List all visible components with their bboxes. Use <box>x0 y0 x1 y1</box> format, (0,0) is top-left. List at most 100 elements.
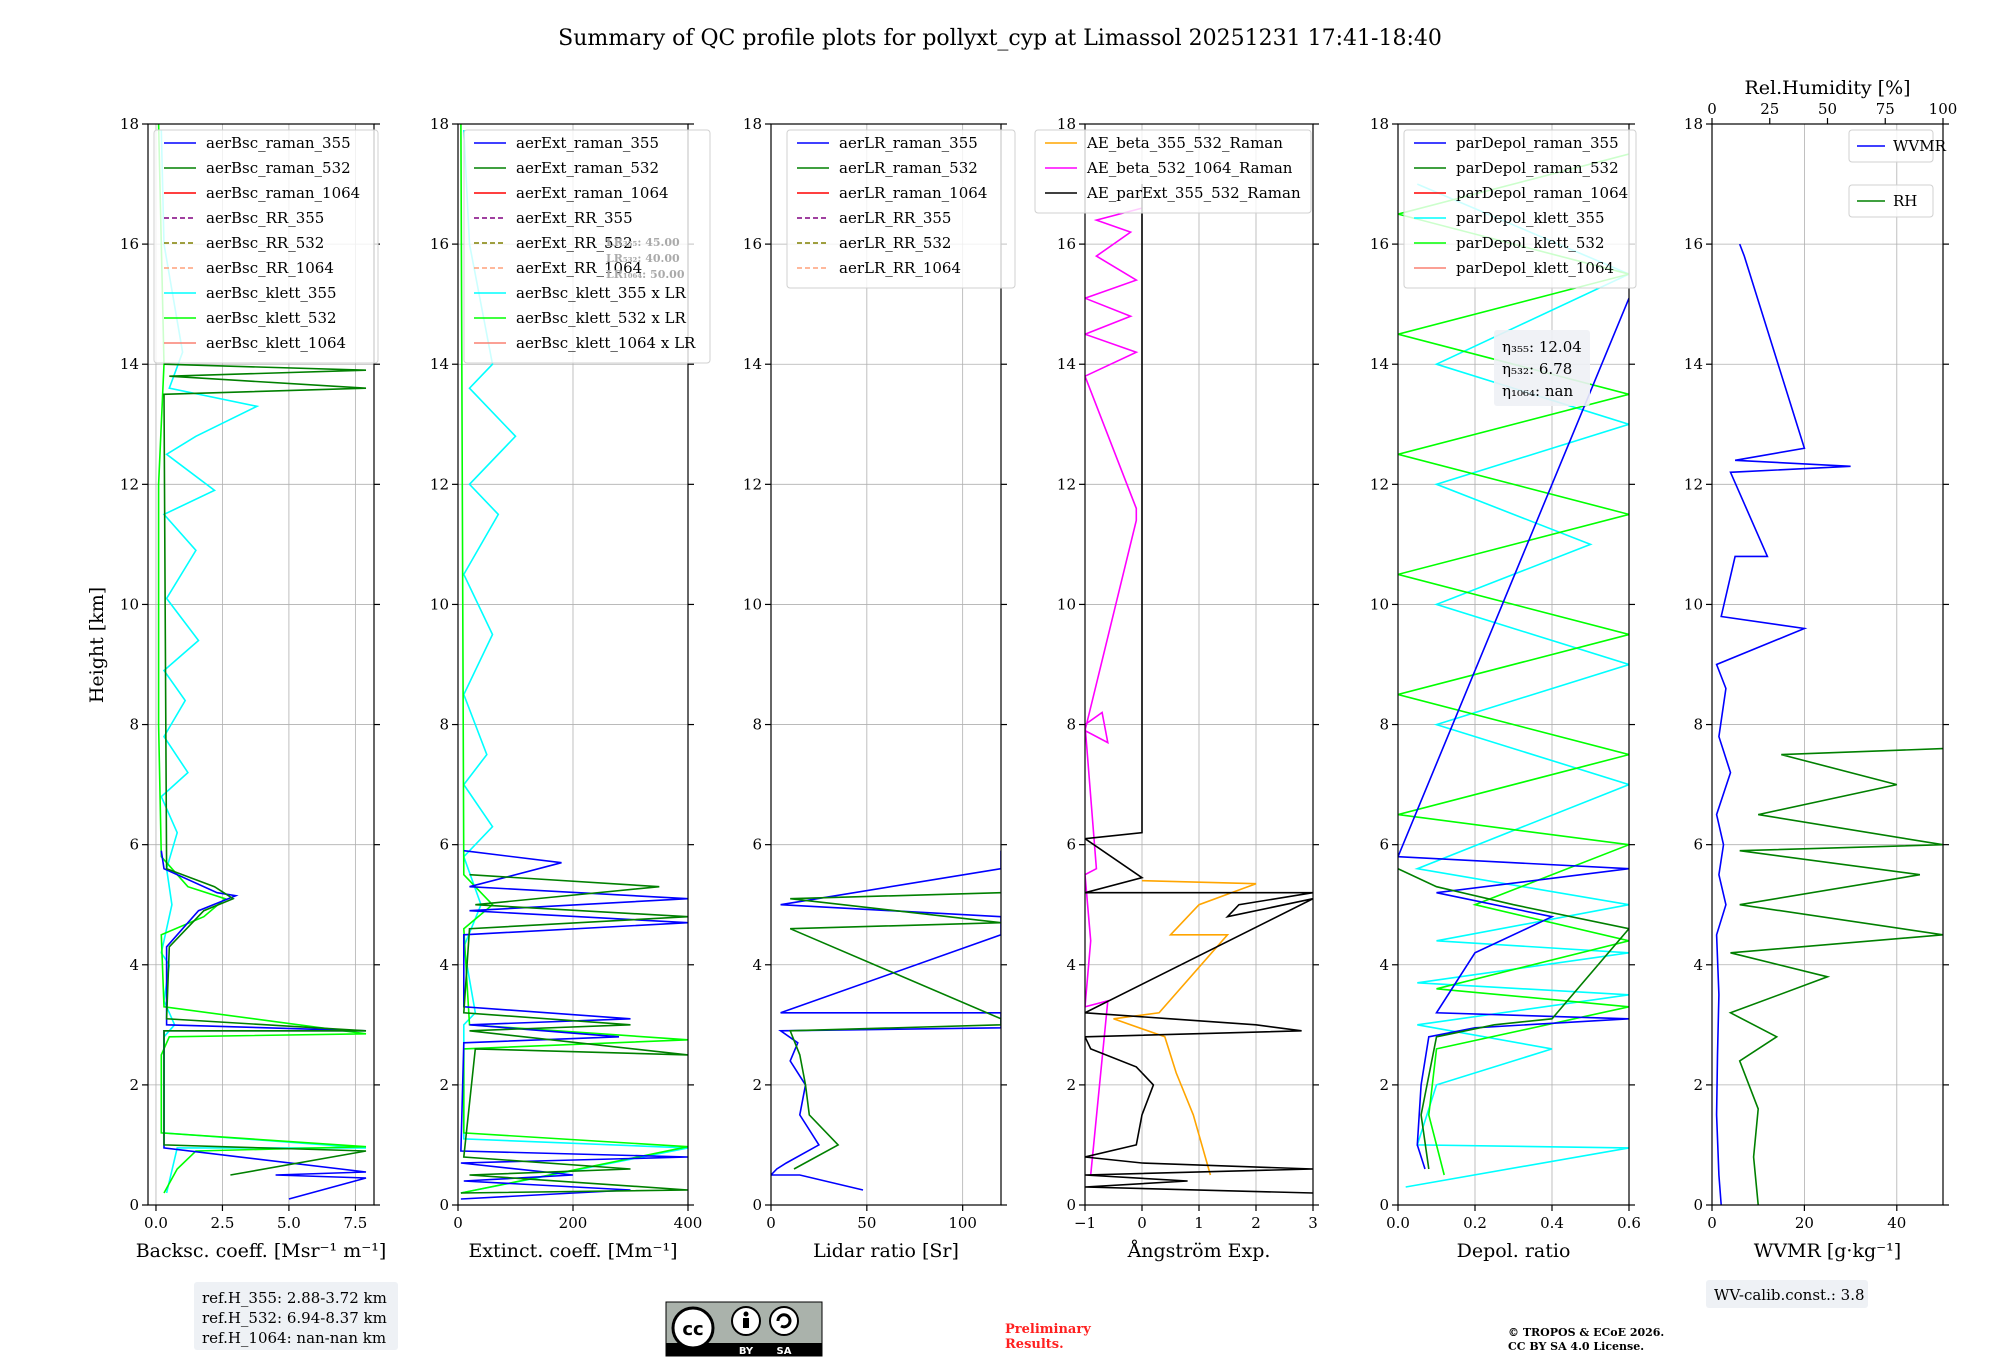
series-aerBsc_klett_532 <box>157 124 367 1194</box>
x-tick-label-2: 1 <box>1194 1214 1204 1232</box>
x-tick-label-0: 0 <box>766 1214 776 1232</box>
series-group <box>460 124 688 1200</box>
y-tick-label-18: 18 <box>1370 115 1389 133</box>
x-tick-label-0: 0 <box>453 1214 463 1232</box>
legend-label-aerBsc_RR_532: aerBsc_RR_532 <box>206 234 324 252</box>
wv-calib-box: WV-calib.const.: 3.8 <box>1706 1280 1868 1308</box>
plot-frame <box>770 123 1002 1206</box>
legend-label-aerBsc_klett_1064: aerBsc_klett_1064 <box>206 334 346 352</box>
top-tick-label-0: 0 <box>1707 100 1717 118</box>
series-parDepol_raman_355 <box>1398 297 1629 1170</box>
lr-label-2: LR₁₀₆₄: 50.00 <box>606 268 685 281</box>
legend-label-aerBsc_raman_532: aerBsc_raman_532 <box>206 159 351 177</box>
legend-label-parDepol_klett_1064: parDepol_klett_1064 <box>1456 259 1614 277</box>
legend-label-aerExt_raman_532: aerExt_raman_532 <box>516 159 659 177</box>
series-aerBsc_klett_355 x LR <box>460 129 688 1194</box>
y-tick-label-4: 4 <box>1379 956 1389 974</box>
legend-label-aerBsc_klett_532 x LR: aerBsc_klett_532 x LR <box>516 309 687 327</box>
legend-label-aerBsc_raman_355: aerBsc_raman_355 <box>206 134 351 152</box>
x-tick-label-2: 0.4 <box>1540 1214 1564 1232</box>
top-tick-label-4: 100 <box>1929 100 1958 118</box>
legend-box <box>1034 129 1312 214</box>
panel-bsc: 0 2 4 6 8 10 12 14 16 18 0.0 2.5 5.0 7.5 Backsc. coeff… <box>120 115 386 1262</box>
series-group <box>771 850 1001 1191</box>
y-tick-label-10: 10 <box>1370 595 1389 613</box>
x-tick-label-3: 7.5 <box>343 1214 367 1232</box>
series-aerLR_raman_355 <box>771 850 1001 1191</box>
y-tick-label-2: 2 <box>1379 1076 1389 1094</box>
panel-lr: 0 2 4 6 8 10 12 14 16 18 0 50 100 Lidar ratio [Sr] aer… <box>743 115 1016 1262</box>
preliminary-line-1: Preliminary <box>1005 1322 1091 1337</box>
x-tick-label-1: 0.2 <box>1463 1214 1487 1232</box>
y-tick-label-2: 2 <box>1066 1076 1076 1094</box>
legend-label-parDepol_raman_355: parDepol_raman_355 <box>1456 134 1619 152</box>
y-tick-label-0: 0 <box>1379 1196 1389 1214</box>
y-tick-label-6: 6 <box>752 836 762 854</box>
y-tick-label-2: 2 <box>129 1076 139 1094</box>
x-axis-label: Ångström Exp. <box>1127 1240 1271 1262</box>
y-tick-label-4: 4 <box>752 956 762 974</box>
series-parDepol_raman_532 <box>1398 867 1629 1170</box>
y-tick-label-6: 6 <box>129 836 139 854</box>
y-tick-label-12: 12 <box>1684 475 1703 493</box>
x-tick-label-1: 50 <box>857 1214 876 1232</box>
legend-label-AE_beta_532_1064_Raman: AE_beta_532_1064_Raman <box>1086 159 1293 177</box>
wv-calib-bg <box>1706 1280 1868 1308</box>
legend-label-AE_parExt_355_532_Raman: AE_parExt_355_532_Raman <box>1086 184 1301 202</box>
legend-box <box>463 129 711 364</box>
y-tick-label-16: 16 <box>1684 235 1703 253</box>
y-tick-label-14: 14 <box>1057 355 1076 373</box>
series-group <box>157 124 367 1200</box>
y-tick-label-0: 0 <box>1066 1196 1076 1214</box>
y-tick-label-6: 6 <box>1693 836 1703 854</box>
sa-label: SA <box>777 1346 792 1357</box>
x-tick-label-3: 2 <box>1251 1214 1261 1232</box>
panel-ext: 0 2 4 6 8 10 12 14 16 18 0 200 400 Extinct. coeff. [M… <box>430 115 711 1262</box>
y-tick-label-6: 6 <box>1379 836 1389 854</box>
legend-label-aerExt_RR_1064: aerExt_RR_1064 <box>516 259 642 277</box>
series-aerExt_raman_532 <box>460 873 688 1194</box>
x-axis-label: Backsc. coeff. [Msr⁻¹ m⁻¹] <box>136 1240 387 1262</box>
y-tick-label-10: 10 <box>1057 595 1076 613</box>
series-group <box>1085 184 1313 1194</box>
eta-label-0: η₃₅₅: 12.04 <box>1502 338 1582 356</box>
y-tick-label-16: 16 <box>1370 235 1389 253</box>
top-tick-label-2: 50 <box>1818 100 1837 118</box>
y-tick-label-8: 8 <box>1379 716 1389 734</box>
series-group <box>1715 243 1943 1205</box>
sa-icon-arrow <box>776 1313 792 1329</box>
y-axis-label: Height [km] <box>86 587 108 703</box>
x-tick-label-2: 100 <box>948 1214 977 1232</box>
series-aerBsc_raman_532 <box>163 363 367 1176</box>
y-tick-label-18: 18 <box>1684 115 1703 133</box>
copyright-line-2: CC BY SA 4.0 License. <box>1508 1340 1644 1353</box>
legend-label-aerBsc_klett_355: aerBsc_klett_355 <box>206 284 337 302</box>
plot-frame <box>1397 123 1630 1206</box>
cc-icon-text: cc <box>682 1319 703 1340</box>
preliminary-line-2: Results. <box>1005 1337 1064 1352</box>
x-tick-label-1: 2.5 <box>211 1214 235 1232</box>
legend-label-AE_beta_355_532_Raman: AE_beta_355_532_Raman <box>1086 134 1283 152</box>
y-tick-label-16: 16 <box>1057 235 1076 253</box>
legend-label-aerLR_RR_532: aerLR_RR_532 <box>839 234 951 252</box>
x-axis-label: WVMR [g·kg⁻¹] <box>1754 1240 1901 1262</box>
legend-label-aerBsc_klett_1064 x LR: aerBsc_klett_1064 x LR <box>516 334 696 352</box>
legend-box <box>1403 129 1637 289</box>
y-tick-label-10: 10 <box>743 595 762 613</box>
y-tick-label-0: 0 <box>1693 1196 1703 1214</box>
y-tick-label-10: 10 <box>120 595 139 613</box>
y-tick-label-8: 8 <box>752 716 762 734</box>
series-aerExt_raman_355 <box>460 849 688 1200</box>
cc-license-badge: cc BY SA <box>665 1301 823 1357</box>
x-tick-label-2: 5.0 <box>277 1214 301 1232</box>
eta-label-2: η₁₀₆₄: nan <box>1502 382 1573 400</box>
legend-label-aerLR_raman_355: aerLR_raman_355 <box>839 134 978 152</box>
y-tick-label-6: 6 <box>1066 836 1076 854</box>
legend-label-parDepol_raman_1064: parDepol_raman_1064 <box>1456 184 1628 202</box>
x-tick-label-1: 20 <box>1795 1214 1814 1232</box>
legend-label-aerExt_raman_355: aerExt_raman_355 <box>516 134 659 152</box>
y-tick-label-8: 8 <box>1066 716 1076 734</box>
y-tick-label-0: 0 <box>439 1196 449 1214</box>
